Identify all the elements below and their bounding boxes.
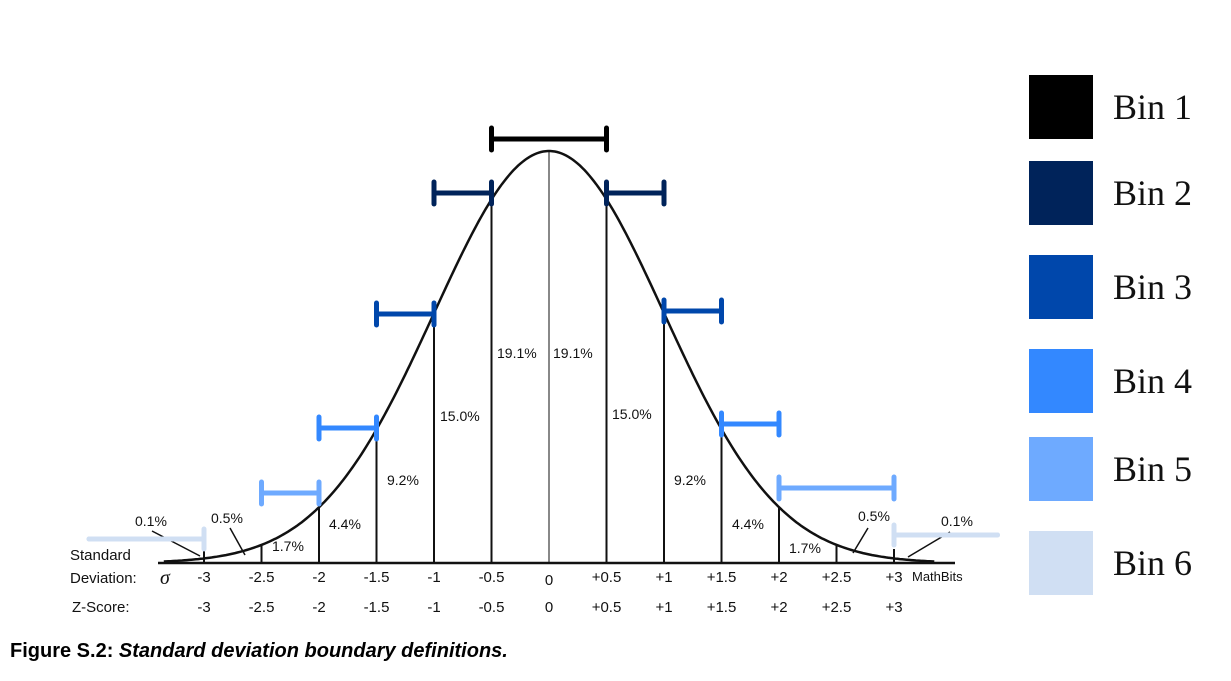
mathbits-credit: MathBits: [912, 569, 963, 584]
legend-label: Bin 2: [1113, 173, 1192, 213]
z-tick-label: -2: [312, 599, 325, 616]
sd-tick-label: +2.5: [822, 569, 852, 586]
sd-tick-label: -2.5: [249, 569, 275, 586]
pct-outer-right: 0.1%: [941, 513, 973, 529]
sd-tick-label: -1.5: [364, 569, 390, 586]
pct-left-1: 9.2%: [387, 472, 419, 488]
legend-label: Bin 6: [1113, 543, 1192, 583]
legend-swatch: [1029, 161, 1093, 225]
legend-swatch: [1029, 349, 1093, 413]
pct-left-2-5: 0.5%: [211, 510, 243, 526]
pct-left-1-5: 4.4%: [329, 516, 361, 532]
sd-boundary-lines: [203, 151, 895, 563]
axis-labels: Standard Deviation: σ Z-Score:: [70, 547, 171, 616]
sd-tick-label: -2: [312, 569, 325, 586]
percentage-labels: 0.1% 0.5% 1.7% 4.4% 9.2% 15.0% 19.1% 19.…: [135, 345, 973, 556]
legend-swatch: [1029, 531, 1093, 595]
legend-swatch: [1029, 75, 1093, 139]
legend: Bin 1 Bin 2 Bin 3 Bin 4 Bin 5 Bin 6: [1029, 75, 1192, 595]
sd-tick-labels: -3 -2.5 -2 -1.5 -1 -0.5 0 +0.5 +1 +1.5 +2 +2.5 +3: [197, 569, 902, 589]
pct-left-0-5: 15.0%: [440, 408, 480, 424]
pct-right-2-5: 0.5%: [858, 508, 890, 524]
pct-right-1: 9.2%: [674, 472, 706, 488]
pct-right-center: 19.1%: [553, 345, 593, 361]
z-tick-labels: -3 -2.5 -2 -1.5 -1 -0.5 0 +0.5 +1 +1.5 +2 +2.5 +3: [197, 599, 902, 616]
z-tick-label: 0: [545, 599, 553, 616]
z-tick-label: +3: [885, 599, 902, 616]
pct-right-0-5: 15.0%: [612, 406, 652, 422]
pct-right-1-5: 4.4%: [732, 516, 764, 532]
z-tick-label: +2.5: [822, 599, 852, 616]
sd-tick-label: +2: [770, 569, 787, 586]
z-tick-label: -2.5: [249, 599, 275, 616]
sd-tick-label: -1: [427, 569, 440, 586]
legend-swatch: [1029, 255, 1093, 319]
pct-left-center: 19.1%: [497, 345, 537, 361]
sd-tick-label: 0: [545, 572, 553, 589]
caption-text: Standard deviation boundary definitions.: [118, 640, 508, 662]
z-tick-label: -1.5: [364, 599, 390, 616]
legend-label: Bin 5: [1113, 449, 1192, 489]
figure-caption: Figure S.2: Standard deviation boundary …: [10, 640, 508, 663]
caption-label: Figure S.2:: [10, 640, 114, 662]
z-tick-label: -1: [427, 599, 440, 616]
pct-left-2: 1.7%: [272, 538, 304, 554]
z-tick-label: +2: [770, 599, 787, 616]
legend-label: Bin 3: [1113, 267, 1192, 307]
sd-tick-label: +3: [885, 569, 902, 586]
pct-right-2: 1.7%: [789, 540, 821, 556]
z-tick-label: +0.5: [592, 599, 622, 616]
sd-tick-label: +0.5: [592, 569, 622, 586]
z-tick-label: +1.5: [707, 599, 737, 616]
legend-label: Bin 4: [1113, 361, 1192, 401]
z-tick-label: -3: [197, 599, 210, 616]
pct-outer-left: 0.1%: [135, 513, 167, 529]
z-tick-label: -0.5: [479, 599, 505, 616]
bin-brackets: [86, 125, 1000, 552]
z-tick-label: +1: [655, 599, 672, 616]
sd-tick-label: -0.5: [479, 569, 505, 586]
sd-label-line2: Deviation:: [70, 570, 137, 587]
sd-tick-label: +1.5: [707, 569, 737, 586]
legend-swatch: [1029, 437, 1093, 501]
z-score-label: Z-Score:: [72, 599, 130, 616]
sd-label-line1: Standard: [70, 547, 131, 564]
sigma-symbol: σ: [160, 567, 171, 589]
sd-tick-label: -3: [197, 569, 210, 586]
sd-tick-label: +1: [655, 569, 672, 586]
legend-label: Bin 1: [1113, 87, 1192, 127]
